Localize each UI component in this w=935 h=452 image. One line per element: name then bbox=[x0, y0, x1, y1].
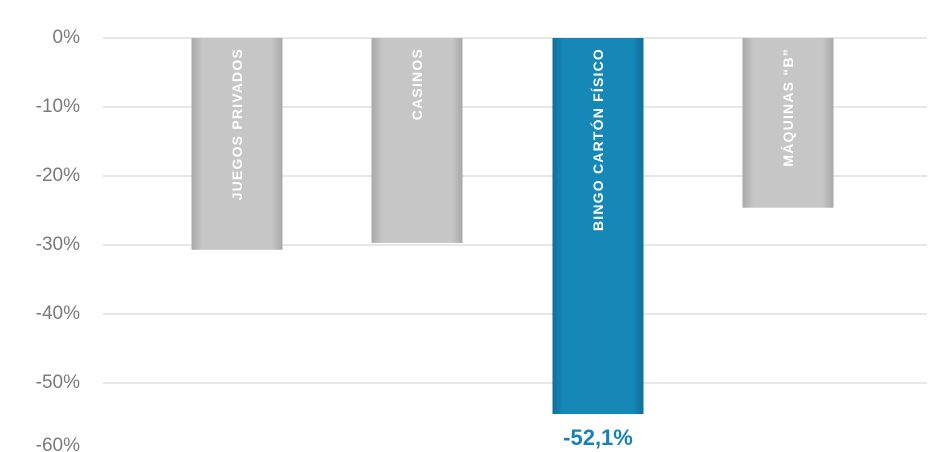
y-tick-label: -30% bbox=[36, 234, 80, 255]
y-tick-label: -10% bbox=[36, 96, 80, 117]
y-axis: 0% -10% -20% -30% -40% -50% -60% bbox=[36, 27, 80, 452]
bar-category-label: BINGO CARTÓN FÍSICO bbox=[589, 48, 606, 231]
bar-2 bbox=[371, 38, 463, 243]
y-tick-label: -50% bbox=[36, 372, 80, 393]
data-label: -52,1% bbox=[563, 425, 633, 450]
bar-3 bbox=[552, 38, 644, 415]
y-tick-label: -60% bbox=[36, 435, 80, 452]
y-tick-label: -20% bbox=[36, 165, 80, 186]
bar-category-label: MÁQUINAS “B” bbox=[780, 48, 796, 167]
data-labels: -52,1% bbox=[563, 425, 633, 450]
bar-category-label: JUEGOS PRIVADOS bbox=[229, 48, 245, 200]
y-tick-label: -40% bbox=[36, 303, 80, 324]
y-tick-label: 0% bbox=[53, 27, 81, 48]
bar-4 bbox=[742, 38, 834, 208]
bar-1 bbox=[191, 38, 283, 250]
bars: JUEGOS PRIVADOS CASINOS BINGO CARTÓN FÍSIC… bbox=[191, 38, 834, 415]
bar-category-label: CASINOS bbox=[409, 48, 425, 120]
